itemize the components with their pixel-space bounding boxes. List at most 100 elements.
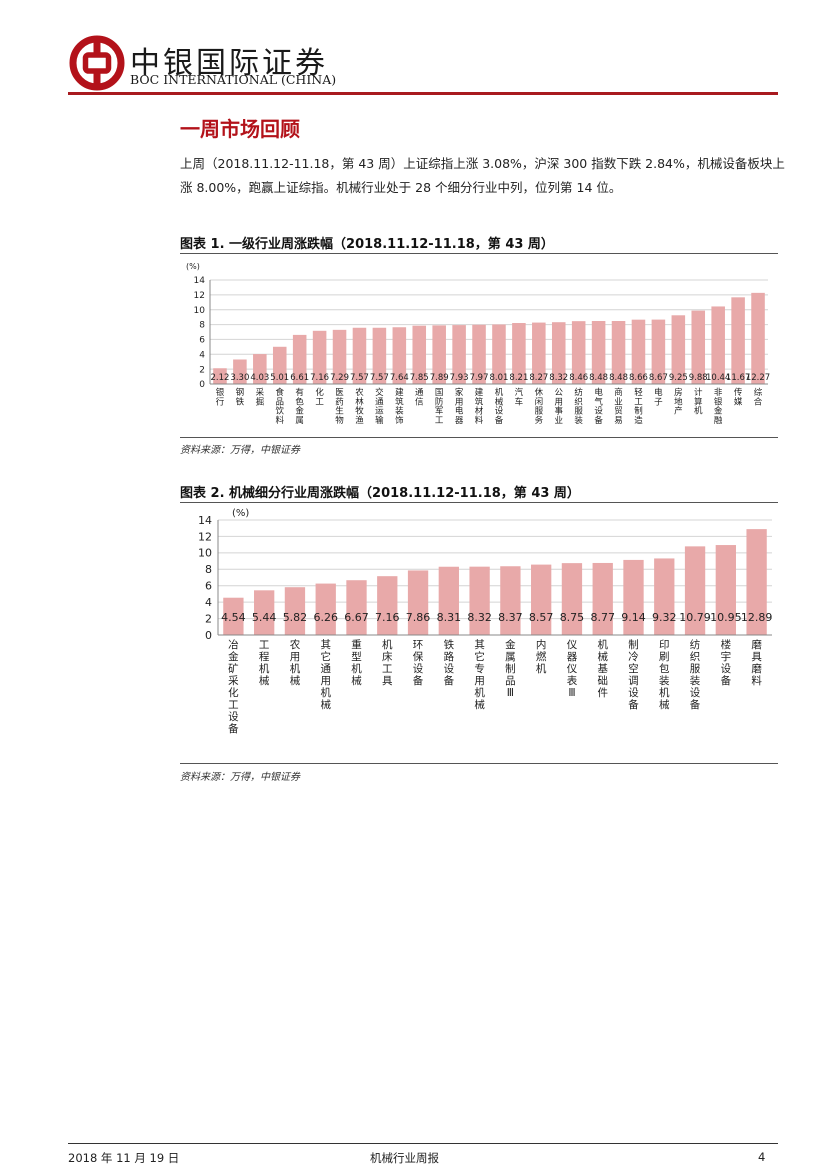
category-label: 机床工具 — [382, 638, 393, 687]
category-label: 非银金融 — [714, 387, 723, 426]
bar — [292, 334, 307, 384]
category-label: 银行 — [216, 387, 225, 407]
bar — [651, 319, 666, 384]
data-label: 5.44 — [252, 611, 277, 624]
data-label: 12.89 — [741, 611, 773, 624]
bar — [352, 327, 367, 384]
category-label: 纺织服装设备 — [690, 638, 701, 711]
category-label: 传媒 — [734, 387, 743, 407]
y-axis-unit-label: (%) — [186, 262, 200, 271]
bar — [272, 346, 287, 384]
category-label: 休闲服务 — [535, 387, 544, 426]
data-label: 7.57 — [350, 373, 369, 383]
bar — [223, 597, 244, 635]
chart1-svg: 0 2 4 6 8 10 12 14 (%) 2.12 银行 3.30 钢铁 4.03 采掘 5.01 食品饮料… — [186, 262, 770, 426]
category-label: 冶金矿采化工设备 — [228, 638, 239, 735]
data-label: 7.29 — [330, 373, 349, 383]
bar — [631, 319, 646, 384]
data-label: 8.66 — [629, 373, 648, 383]
header-divider — [68, 92, 778, 95]
company-name-en: BOC INTERNATIONAL (CHINA) — [130, 72, 337, 87]
bar — [233, 359, 247, 384]
category-label: 化工 — [315, 387, 324, 407]
data-label: 9.88 — [689, 373, 708, 383]
footer-report-name: 机械行业周报 — [370, 1151, 439, 1165]
y-tick-label: 14 — [194, 276, 206, 286]
data-label: 8.75 — [560, 611, 585, 624]
bar — [532, 322, 546, 384]
footer-date: 2018 年 11 月 19 日 — [68, 1151, 180, 1165]
category-label: 制冷空调设备 — [628, 638, 639, 711]
data-label: 8.46 — [569, 373, 588, 383]
bar — [452, 325, 466, 384]
y-tick-label: 4 — [199, 350, 205, 360]
figure1-title: 图表 1. 一级行业周涨跌幅（2018.11.12-11.18，第 43 周） — [180, 237, 554, 252]
category-label: 铁路设备 — [444, 638, 455, 687]
category-label: 印刷包装机械 — [659, 639, 670, 711]
data-label: 4.54 — [221, 611, 246, 624]
bar — [591, 321, 606, 384]
category-label: 磨具磨料 — [751, 639, 762, 687]
data-label: 7.16 — [310, 373, 329, 383]
y-tick-label: 8 — [205, 563, 212, 576]
category-label: 商业贸易 — [614, 387, 623, 426]
bar — [711, 306, 725, 384]
category-label: 国防军工 — [435, 388, 444, 426]
category-label: 电子 — [654, 387, 663, 407]
footer-divider — [68, 1143, 778, 1144]
bar — [412, 325, 427, 384]
bar — [592, 562, 613, 635]
category-label: 金属制品 Ⅲ — [505, 638, 516, 699]
bar — [611, 321, 626, 384]
y-tick-label: 0 — [205, 629, 212, 642]
y-tick-label: 2 — [205, 612, 212, 625]
data-label: 7.85 — [410, 373, 429, 383]
bar — [254, 590, 275, 635]
category-label: 工程机械 — [259, 639, 270, 687]
data-label: 7.16 — [375, 611, 400, 624]
category-label: 机械基础件 — [597, 638, 608, 699]
y-tick-label: 12 — [198, 530, 212, 543]
bar — [432, 325, 446, 384]
bar — [746, 529, 767, 635]
bar — [438, 566, 459, 635]
y-tick-label: 6 — [205, 580, 212, 593]
category-label: 汽车 — [515, 387, 524, 407]
category-label: 纺织服装 — [574, 387, 583, 426]
bar — [551, 322, 566, 384]
data-label: 6.67 — [344, 611, 369, 624]
figure2-title: 图表 2. 机械细分行业周涨跌幅（2018.11.12-11.18，第 43 周… — [180, 486, 580, 501]
data-label: 7.97 — [470, 373, 489, 383]
summary-line-1: 上周（2018.11.12-11.18，第 43 周）上证综指上涨 3.08%，… — [180, 156, 785, 171]
data-label: 8.37 — [498, 611, 523, 624]
bar — [372, 327, 387, 384]
company-name-cn: 中银国际证券 — [130, 46, 328, 81]
data-label: 9.14 — [621, 611, 646, 624]
bar — [407, 570, 429, 635]
category-label: 机械设备 — [495, 387, 504, 426]
category-label: 建筑装饰 — [395, 387, 404, 426]
data-label: 10.95 — [710, 611, 742, 624]
data-label: 8.01 — [489, 373, 508, 383]
y-tick-label: 8 — [199, 321, 205, 331]
category-label: 电气设备 — [594, 387, 603, 426]
bar — [377, 576, 398, 635]
category-label: 采掘 — [256, 387, 265, 407]
figure1-source: 资料来源：万得，中银证券 — [180, 445, 300, 456]
data-label: 8.21 — [509, 373, 528, 383]
bar — [623, 559, 644, 635]
data-label: 6.26 — [313, 611, 338, 624]
category-label: 通信 — [415, 387, 424, 407]
figure2-top-rule — [180, 502, 778, 503]
bar — [671, 315, 686, 384]
bar — [691, 310, 706, 384]
data-label: 7.64 — [390, 373, 409, 383]
figure2-bottom-rule — [180, 763, 778, 764]
y-tick-label: 4 — [205, 596, 212, 609]
data-label: 8.67 — [649, 373, 668, 383]
bar — [531, 564, 552, 635]
data-label: 8.31 — [437, 611, 462, 624]
category-label: 有色金属 — [295, 387, 304, 426]
bar — [213, 368, 227, 384]
data-label: 7.89 — [430, 373, 449, 383]
